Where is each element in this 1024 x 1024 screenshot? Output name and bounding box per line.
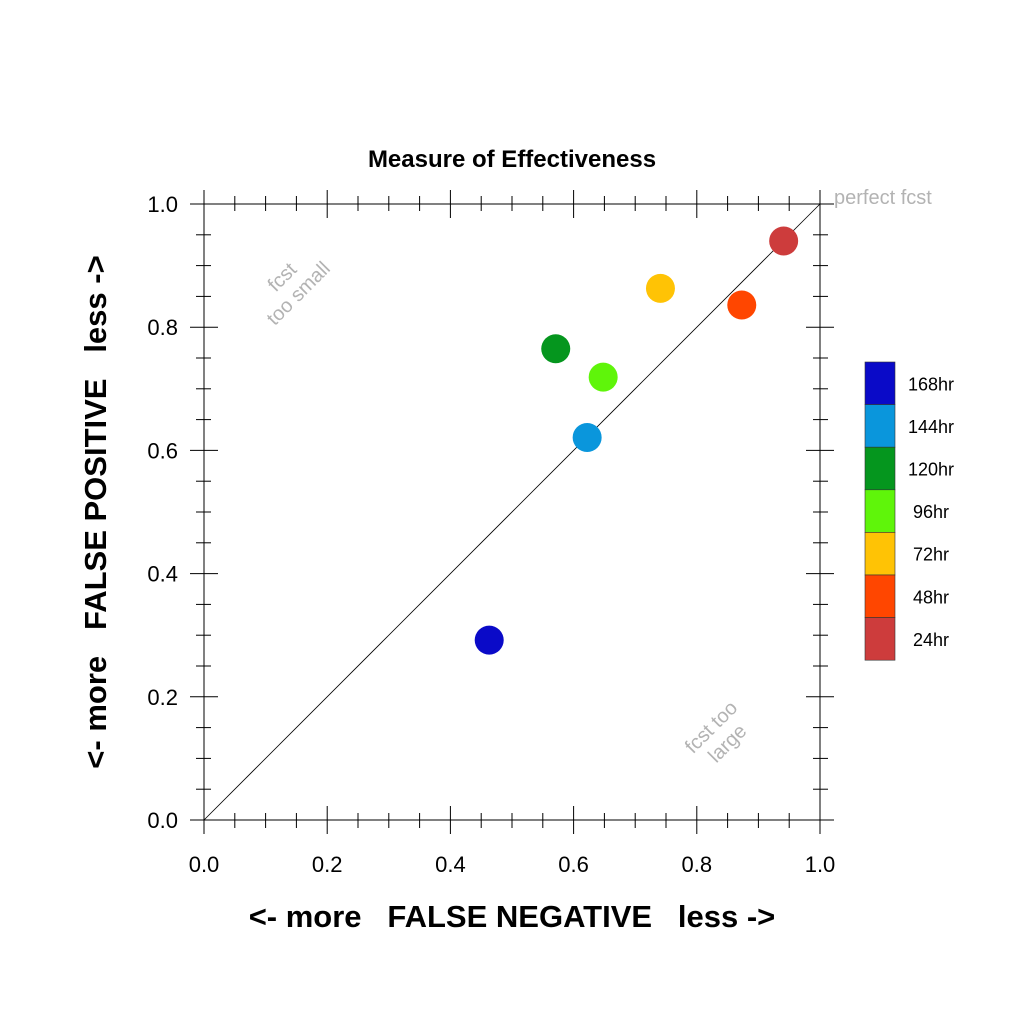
x-tick-label: 0.8 [682,852,713,877]
legend: 168hr 144hr 120hr 96hr 72hr 48hr 24hr [864,361,954,661]
annotations: perfect fcst fcst too small fcst too lar… [263,187,933,767]
legend-label-48hr: 48hr [913,587,949,607]
legend-swatch-120hr [864,446,896,491]
x-tick-label: 0.0 [189,852,220,877]
x-tick-label: 0.4 [435,852,466,877]
y-tick-label: 0.4 [147,562,178,587]
legend-label-120hr: 120hr [908,460,954,480]
point-48hr [727,290,757,320]
legend-swatch-96hr [864,489,896,533]
perfect-fcst-label: perfect fcst [834,187,932,209]
point-24hr [769,226,799,256]
point-96hr [588,362,618,392]
legend-label-144hr: 144hr [908,417,954,437]
legend-swatch-72hr [864,532,896,576]
point-120hr [541,334,571,364]
point-72hr [645,273,675,303]
legend-label-168hr: 168hr [908,374,954,394]
legend-swatch-48hr [864,574,896,618]
point-144hr [572,422,602,452]
too-small-line-2: too small [263,258,335,330]
legend-swatch-144hr [864,404,896,448]
legend-swatch-168hr [864,361,896,405]
x-axis-label: <- more FALSE NEGATIVE less -> [249,899,776,934]
legend-label-24hr: 24hr [913,630,949,650]
x-tick-label: 0.6 [558,852,589,877]
x-tick-label: 0.2 [312,852,343,877]
data-points [474,226,799,655]
y-tick-label: 0.6 [147,438,178,463]
legend-label-72hr: 72hr [913,545,949,565]
point-168hr [474,625,504,655]
perfect-forecast-diagonal [203,203,821,821]
y-axis-label: <- more FALSE POSITIVE less -> [78,255,113,768]
x-tick-label: 1.0 [805,852,836,877]
y-tick-label: 0.0 [147,808,178,833]
legend-swatch-24hr [864,617,896,661]
legend-label-96hr: 96hr [913,502,949,522]
y-tick-label: 0.2 [147,685,178,710]
too-large-annotation: fcst too large [681,697,751,767]
y-tick-label: 0.8 [147,315,178,340]
too-small-annotation: fcst too small [263,258,335,330]
axis-ticks: 0.0 0.2 0.4 0.6 0.8 1.0 0.0 0.2 0.4 0.6 0.8 1.0 [147,190,835,877]
y-tick-label: 1.0 [147,192,178,217]
chart-title: Measure of Effectiveness [368,146,656,173]
